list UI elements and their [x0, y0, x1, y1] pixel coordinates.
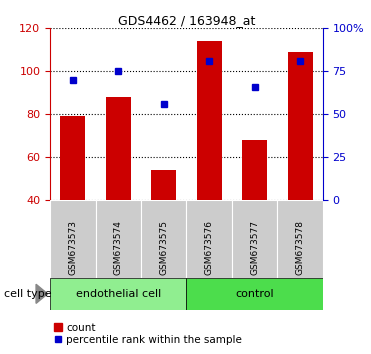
- Text: GSM673574: GSM673574: [114, 220, 123, 275]
- Text: GSM673577: GSM673577: [250, 220, 259, 275]
- Bar: [60, 116, 85, 200]
- Text: control: control: [235, 289, 274, 299]
- Text: GSM673576: GSM673576: [205, 220, 214, 275]
- Bar: [187, 200, 232, 278]
- Bar: [151, 170, 176, 200]
- Bar: [278, 200, 323, 278]
- Text: cell type: cell type: [4, 289, 51, 299]
- Bar: [50, 278, 187, 310]
- Bar: [232, 200, 278, 278]
- Legend: count, percentile rank within the sample: count, percentile rank within the sample: [50, 318, 246, 349]
- Bar: [242, 140, 267, 200]
- Title: GDS4462 / 163948_at: GDS4462 / 163948_at: [118, 14, 255, 27]
- Bar: [106, 97, 131, 200]
- Bar: [141, 200, 187, 278]
- Text: endothelial cell: endothelial cell: [76, 289, 161, 299]
- Bar: [50, 200, 96, 278]
- Bar: [187, 278, 323, 310]
- Bar: [96, 200, 141, 278]
- Text: GSM673578: GSM673578: [296, 220, 305, 275]
- Bar: [197, 41, 221, 200]
- Bar: [288, 52, 312, 200]
- Polygon shape: [36, 284, 47, 303]
- Text: GSM673573: GSM673573: [68, 220, 77, 275]
- Text: GSM673575: GSM673575: [159, 220, 168, 275]
